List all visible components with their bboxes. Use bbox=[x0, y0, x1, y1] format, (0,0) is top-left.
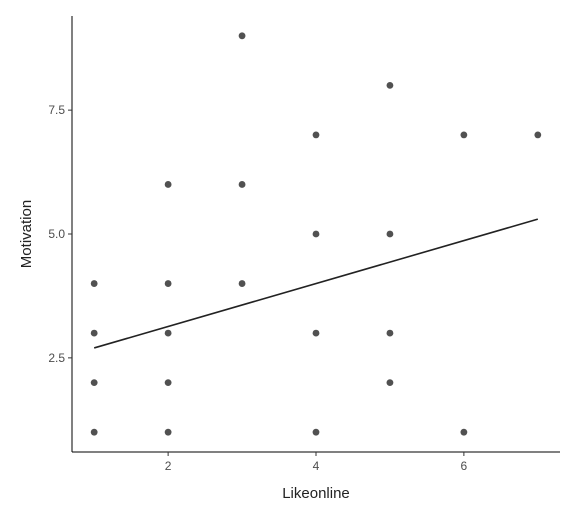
data-point bbox=[312, 131, 320, 139]
y-tick-label: 2.5 bbox=[48, 351, 65, 365]
data-point bbox=[90, 379, 98, 387]
data-point bbox=[164, 280, 172, 287]
data-point bbox=[386, 379, 394, 387]
data-point bbox=[386, 230, 394, 238]
x-tick-label: 4 bbox=[313, 459, 320, 473]
data-point bbox=[386, 329, 394, 337]
data-point bbox=[312, 329, 320, 337]
data-point bbox=[460, 428, 468, 436]
y-tick-label: 7.5 bbox=[48, 103, 65, 117]
data-point bbox=[386, 81, 394, 89]
plot-area bbox=[90, 32, 542, 436]
data-point bbox=[238, 181, 246, 188]
data-point bbox=[312, 428, 320, 436]
data-point bbox=[460, 131, 468, 139]
data-point bbox=[238, 32, 246, 40]
x-tick-label: 2 bbox=[165, 459, 172, 473]
data-point bbox=[238, 280, 246, 287]
y-axis-title: Motivation bbox=[18, 200, 35, 268]
data-point bbox=[164, 181, 172, 188]
data-point bbox=[164, 329, 172, 337]
y-axis-ticks: 2.5 5.0 7.5 bbox=[48, 103, 72, 365]
x-tick-label: 6 bbox=[461, 459, 468, 473]
y-tick-label: 5.0 bbox=[48, 227, 65, 241]
x-axis-ticks: 2 4 6 bbox=[165, 452, 468, 473]
data-point bbox=[90, 428, 98, 436]
data-point bbox=[164, 379, 172, 387]
data-point bbox=[90, 329, 98, 337]
data-point bbox=[312, 230, 320, 238]
x-axis-title: Likeonline bbox=[282, 485, 350, 502]
trend-line bbox=[93, 218, 539, 349]
data-point bbox=[534, 131, 542, 139]
data-point bbox=[90, 280, 98, 287]
data-point bbox=[164, 428, 172, 436]
